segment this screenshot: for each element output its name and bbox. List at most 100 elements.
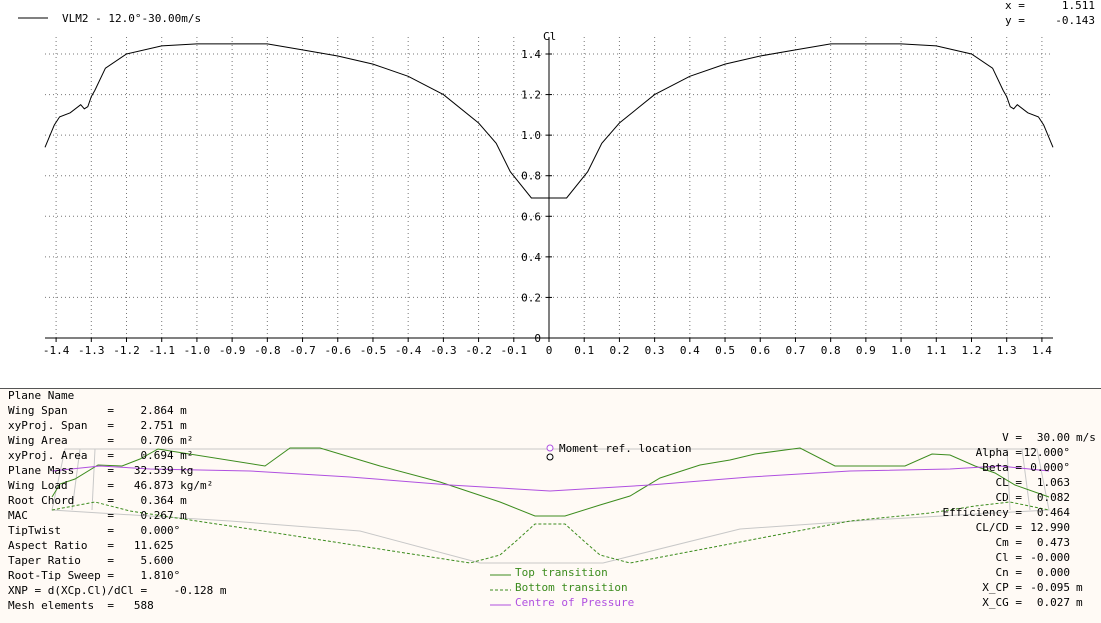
result-value: 0.000	[1037, 566, 1070, 579]
result-label: Cl =	[996, 551, 1023, 564]
x-tick-label: 0.5	[715, 344, 735, 357]
x-tick-label: -0.1	[501, 344, 528, 357]
x-tick-label: -0.7	[289, 344, 316, 357]
centre-of-pressure-line	[51, 465, 1050, 492]
result-label: Cm =	[996, 536, 1023, 549]
cursor-x-value: 1.511	[1062, 0, 1095, 12]
cursor-x-label: x =	[1005, 0, 1025, 12]
result-value: 12.000°	[1024, 446, 1070, 459]
bottom-transition-legend: Bottom transition	[515, 581, 628, 594]
x-tick-label: 0.6	[750, 344, 770, 357]
y-tick-label: 0.6	[521, 210, 541, 223]
x-tick-label: -0.9	[219, 344, 246, 357]
wing-legend: Top transition Bottom transition Centre …	[490, 566, 634, 609]
result-unit: m	[1076, 581, 1083, 594]
result-label: CL =	[996, 476, 1023, 489]
result-label: CD =	[996, 491, 1023, 504]
result-unit: m	[1076, 596, 1083, 609]
y-tick-label: 0.2	[521, 291, 541, 304]
y-tick-label: 1.4	[521, 48, 541, 61]
wing-planform-view: Moment ref. location Plane Name Wing Span…	[8, 389, 1096, 612]
result-unit: m/s	[1076, 431, 1096, 444]
result-label: X_CG =	[982, 596, 1022, 609]
results-block: V = 30.00 m/s Alpha = 12.000°Beta = 0.000° CL …	[943, 431, 1096, 609]
plane-info-line: xyProj. Area = 0.694 m²	[8, 449, 193, 462]
x-tick-label: 1.2	[962, 344, 982, 357]
plane-info-line: xyProj. Span = 2.751 m	[8, 419, 187, 432]
x-tick-label: 1.4	[1032, 344, 1052, 357]
result-label: Beta =	[982, 461, 1022, 474]
result-label: V =	[1002, 431, 1022, 444]
plane-info-line: Aspect Ratio = 11.625	[8, 539, 174, 552]
result-value: 0.000°	[1030, 461, 1070, 474]
y-tick-label: 0.4	[521, 251, 541, 264]
series-layer	[44, 43, 1054, 199]
plane-info-line: TipTwist = 0.000°	[8, 524, 180, 537]
result-value: 1.063	[1037, 476, 1070, 489]
moment-ref-marker	[546, 444, 554, 452]
y-axis-label: Cl	[543, 30, 556, 43]
plane-info-line: Wing Span = 2.864 m	[8, 404, 187, 417]
result-label: Alpha =	[976, 446, 1023, 459]
x-tick-label: -0.6	[325, 344, 352, 357]
result-value: 0.464	[1037, 506, 1070, 519]
result-value: 30.00	[1037, 431, 1070, 444]
x-tick-label: 0.3	[645, 344, 665, 357]
panel-divider	[0, 388, 1101, 389]
ticks-layer: -1.4 -1.3 -1.2 -1.1 -1.0 -0.9 -0.8 -0.7 -0.6 -0.5…	[43, 48, 1052, 357]
x-tick-label: 0.9	[856, 344, 876, 357]
result-label: Efficiency =	[943, 506, 1023, 519]
legend-label: VLM2 - 12.0°-30.00m/s	[62, 12, 201, 25]
x-tick-label: 1.0	[891, 344, 911, 357]
x-tick-label: 1.3	[997, 344, 1017, 357]
cl-distribution-plot-panel[interactable]: Cl -1.4 -1.3 -1.2 -1.1 -1.0 -0.9 -0.8 -0.7 -0.6 -…	[0, 0, 1101, 388]
top-transition-line	[51, 447, 1050, 517]
x-tick-label: -0.2	[465, 344, 492, 357]
cursor-y-value: -0.143	[1055, 14, 1095, 27]
result-label: CL/CD =	[976, 521, 1023, 534]
y-tick-label: 0.8	[521, 170, 541, 183]
x-tick-label: -1.2	[113, 344, 140, 357]
result-value: -0.000	[1030, 551, 1070, 564]
result-label: Cn =	[996, 566, 1023, 579]
result-label: X_CP =	[982, 581, 1022, 594]
plane-info-line: Taper Ratio = 5.600	[8, 554, 174, 567]
x-tick-label: -0.8	[254, 344, 281, 357]
legend: VLM2 - 12.0°-30.00m/s	[18, 12, 201, 25]
plane-info-block: Plane Name Wing Span = 2.864 m xyProj. Spa…	[8, 389, 227, 612]
x-tick-label: 0.1	[574, 344, 594, 357]
x-tick-label: -1.4	[43, 344, 70, 357]
cursor-y-label: y =	[1005, 14, 1025, 27]
wing-view-panel[interactable]: Moment ref. location Plane Name Wing Span…	[0, 389, 1101, 623]
plane-info-line: Root Chord = 0.364 m	[8, 494, 187, 507]
axes-layer: Cl	[45, 30, 1053, 339]
x-tick-label: 1.1	[926, 344, 946, 357]
y-tick-label: 0	[534, 332, 541, 345]
x-tick-label: -1.1	[148, 344, 175, 357]
result-value: 0.473	[1037, 536, 1070, 549]
x-tick-label: -1.3	[78, 344, 105, 357]
x-tick-label: -1.0	[184, 344, 211, 357]
cl-span-chart: Cl -1.4 -1.3 -1.2 -1.1 -1.0 -0.9 -0.8 -0.7 -0.6 -…	[18, 0, 1095, 357]
x-tick-label: 0.2	[609, 344, 629, 357]
x-tick-label: -0.4	[395, 344, 422, 357]
centre-of-pressure-legend: Centre of Pressure	[515, 596, 634, 609]
x-tick-label: 0.7	[786, 344, 806, 357]
x-tick-label: 0.4	[680, 344, 700, 357]
x-tick-label: 0.8	[821, 344, 841, 357]
x-tick-label: -0.3	[430, 344, 457, 357]
bottom-transition-line	[51, 501, 1050, 564]
plane-info-line: XNP = d(XCp.Cl)/dCl = -0.128 m	[8, 584, 227, 597]
plane-info-line: Plane Name	[8, 389, 74, 402]
top-transition-legend: Top transition	[515, 566, 608, 579]
plane-info-line: Wing Load = 46.873 kg/m²	[8, 479, 213, 492]
x-tick-label: 0	[546, 344, 553, 357]
plane-info-line: Plane Mass = 32.539 kg	[8, 464, 193, 477]
result-value: -0.095	[1030, 581, 1070, 594]
plane-info-line: MAC = 0.267 m	[8, 509, 187, 522]
result-value: 12.990	[1030, 521, 1070, 534]
cl-series-line	[44, 43, 1054, 199]
moment-ref-label: Moment ref. location	[559, 442, 691, 455]
y-tick-label: 1.2	[521, 89, 541, 102]
y-tick-label: 1.0	[521, 129, 541, 142]
